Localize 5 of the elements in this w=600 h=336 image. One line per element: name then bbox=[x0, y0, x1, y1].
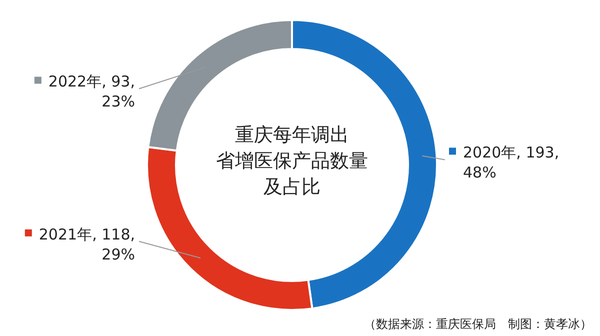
text: （数据来源：重庆医保局 制图：黄孝冰） bbox=[364, 317, 592, 331]
legend-label: 2021年, 118, 29% bbox=[38, 225, 135, 264]
legend-label: 2022年, 93, 23% bbox=[48, 72, 135, 111]
text: 重庆每年调出省增医保产品数量及占比 bbox=[216, 124, 368, 198]
legend-label: 2020年, 193, 48% bbox=[463, 144, 560, 182]
